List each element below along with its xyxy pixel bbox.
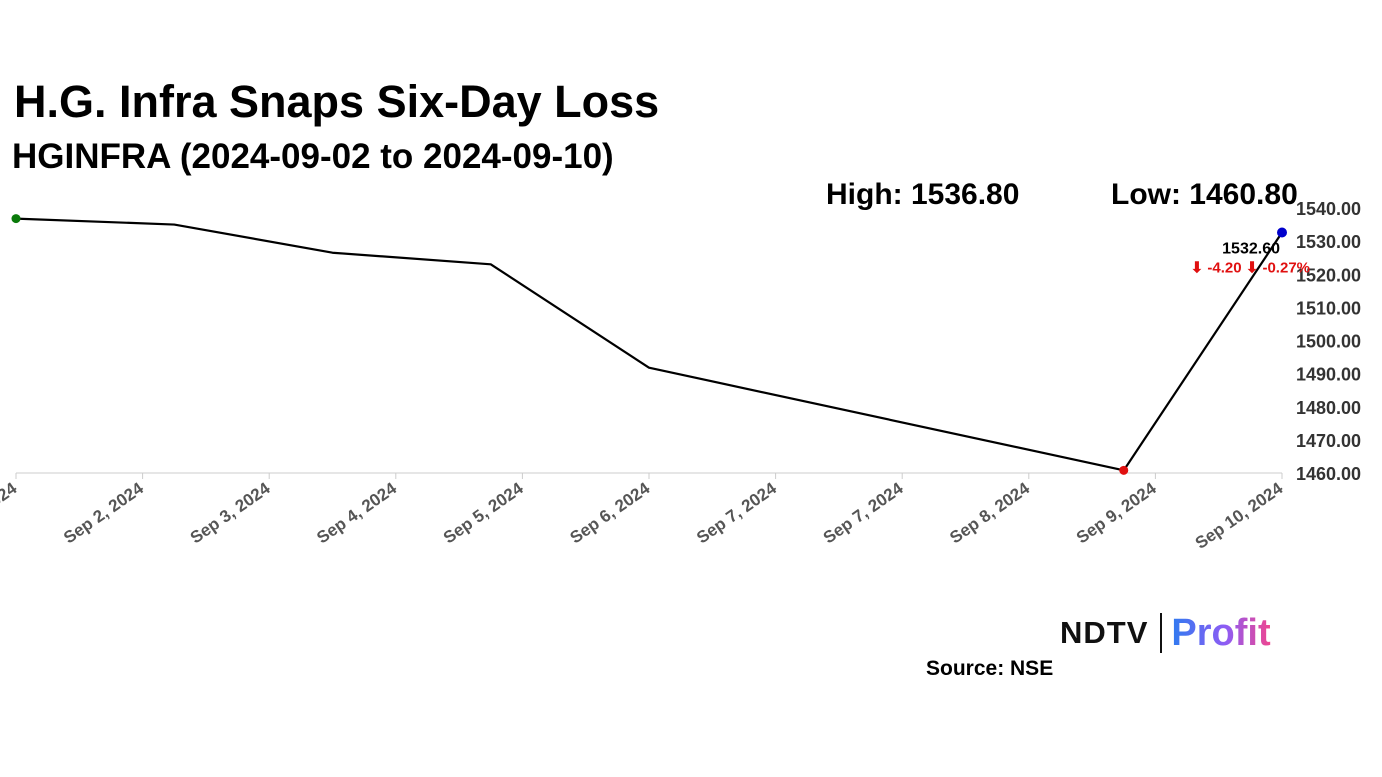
price-line (15, 217, 1283, 472)
x-tick-label: Sep 7, 2024 (693, 478, 780, 547)
last-point-marker (1277, 227, 1287, 238)
x-tick-label: Sep 7, 2024 (820, 478, 907, 547)
profit-wordmark: Profit (1171, 611, 1271, 654)
ndtv-profit-logo: NDTV Profit (1060, 610, 1271, 656)
ndtv-wordmark: NDTV (1060, 615, 1149, 650)
x-tick-label: Sep 2, 2024 (60, 478, 147, 547)
x-tick-label: Sep 6, 2024 (567, 478, 654, 547)
x-tick-label: Sep 10, 2024 (1192, 478, 1287, 552)
change-label: ⬇ -4.20 ⬇ -0.27% (1191, 260, 1310, 277)
logo-divider (1160, 613, 1163, 653)
y-tick-label: 1540.00 (1296, 199, 1361, 219)
low-label: Low: 1460.80 (1111, 178, 1298, 211)
y-tick-label: 1530.00 (1296, 232, 1361, 252)
y-tick-label: 1500.00 (1296, 332, 1361, 352)
x-tick-label: Sep 4, 2024 (313, 478, 400, 547)
y-tick-label: 1480.00 (1296, 398, 1361, 418)
y-tick-label: 1470.00 (1296, 431, 1361, 451)
last-value-label: 1532.60 (1222, 241, 1280, 258)
x-tick-label: Sep 2, 2024 (0, 478, 21, 547)
chart-subtitle: HGINFRA (2024-09-02 to 2024-09-10) (12, 137, 614, 176)
y-tick-label: 1520.00 (1296, 265, 1361, 285)
x-tick-label: Sep 5, 2024 (440, 478, 527, 547)
high-label: High: 1536.80 (826, 178, 1020, 211)
low-point-marker (1119, 465, 1129, 475)
high-point-marker (11, 214, 21, 224)
x-tick-label: Sep 9, 2024 (1073, 478, 1160, 547)
y-tick-label: 1460.00 (1296, 464, 1361, 484)
x-tick-label: Sep 3, 2024 (187, 478, 274, 547)
y-tick-label: 1490.00 (1296, 365, 1361, 385)
y-tick-label: 1510.00 (1296, 298, 1361, 318)
source-note: Source: NSE (926, 657, 1054, 680)
chart-title: H.G. Infra Snaps Six-Day Loss (14, 76, 660, 127)
x-tick-label: Sep 8, 2024 (946, 478, 1033, 547)
